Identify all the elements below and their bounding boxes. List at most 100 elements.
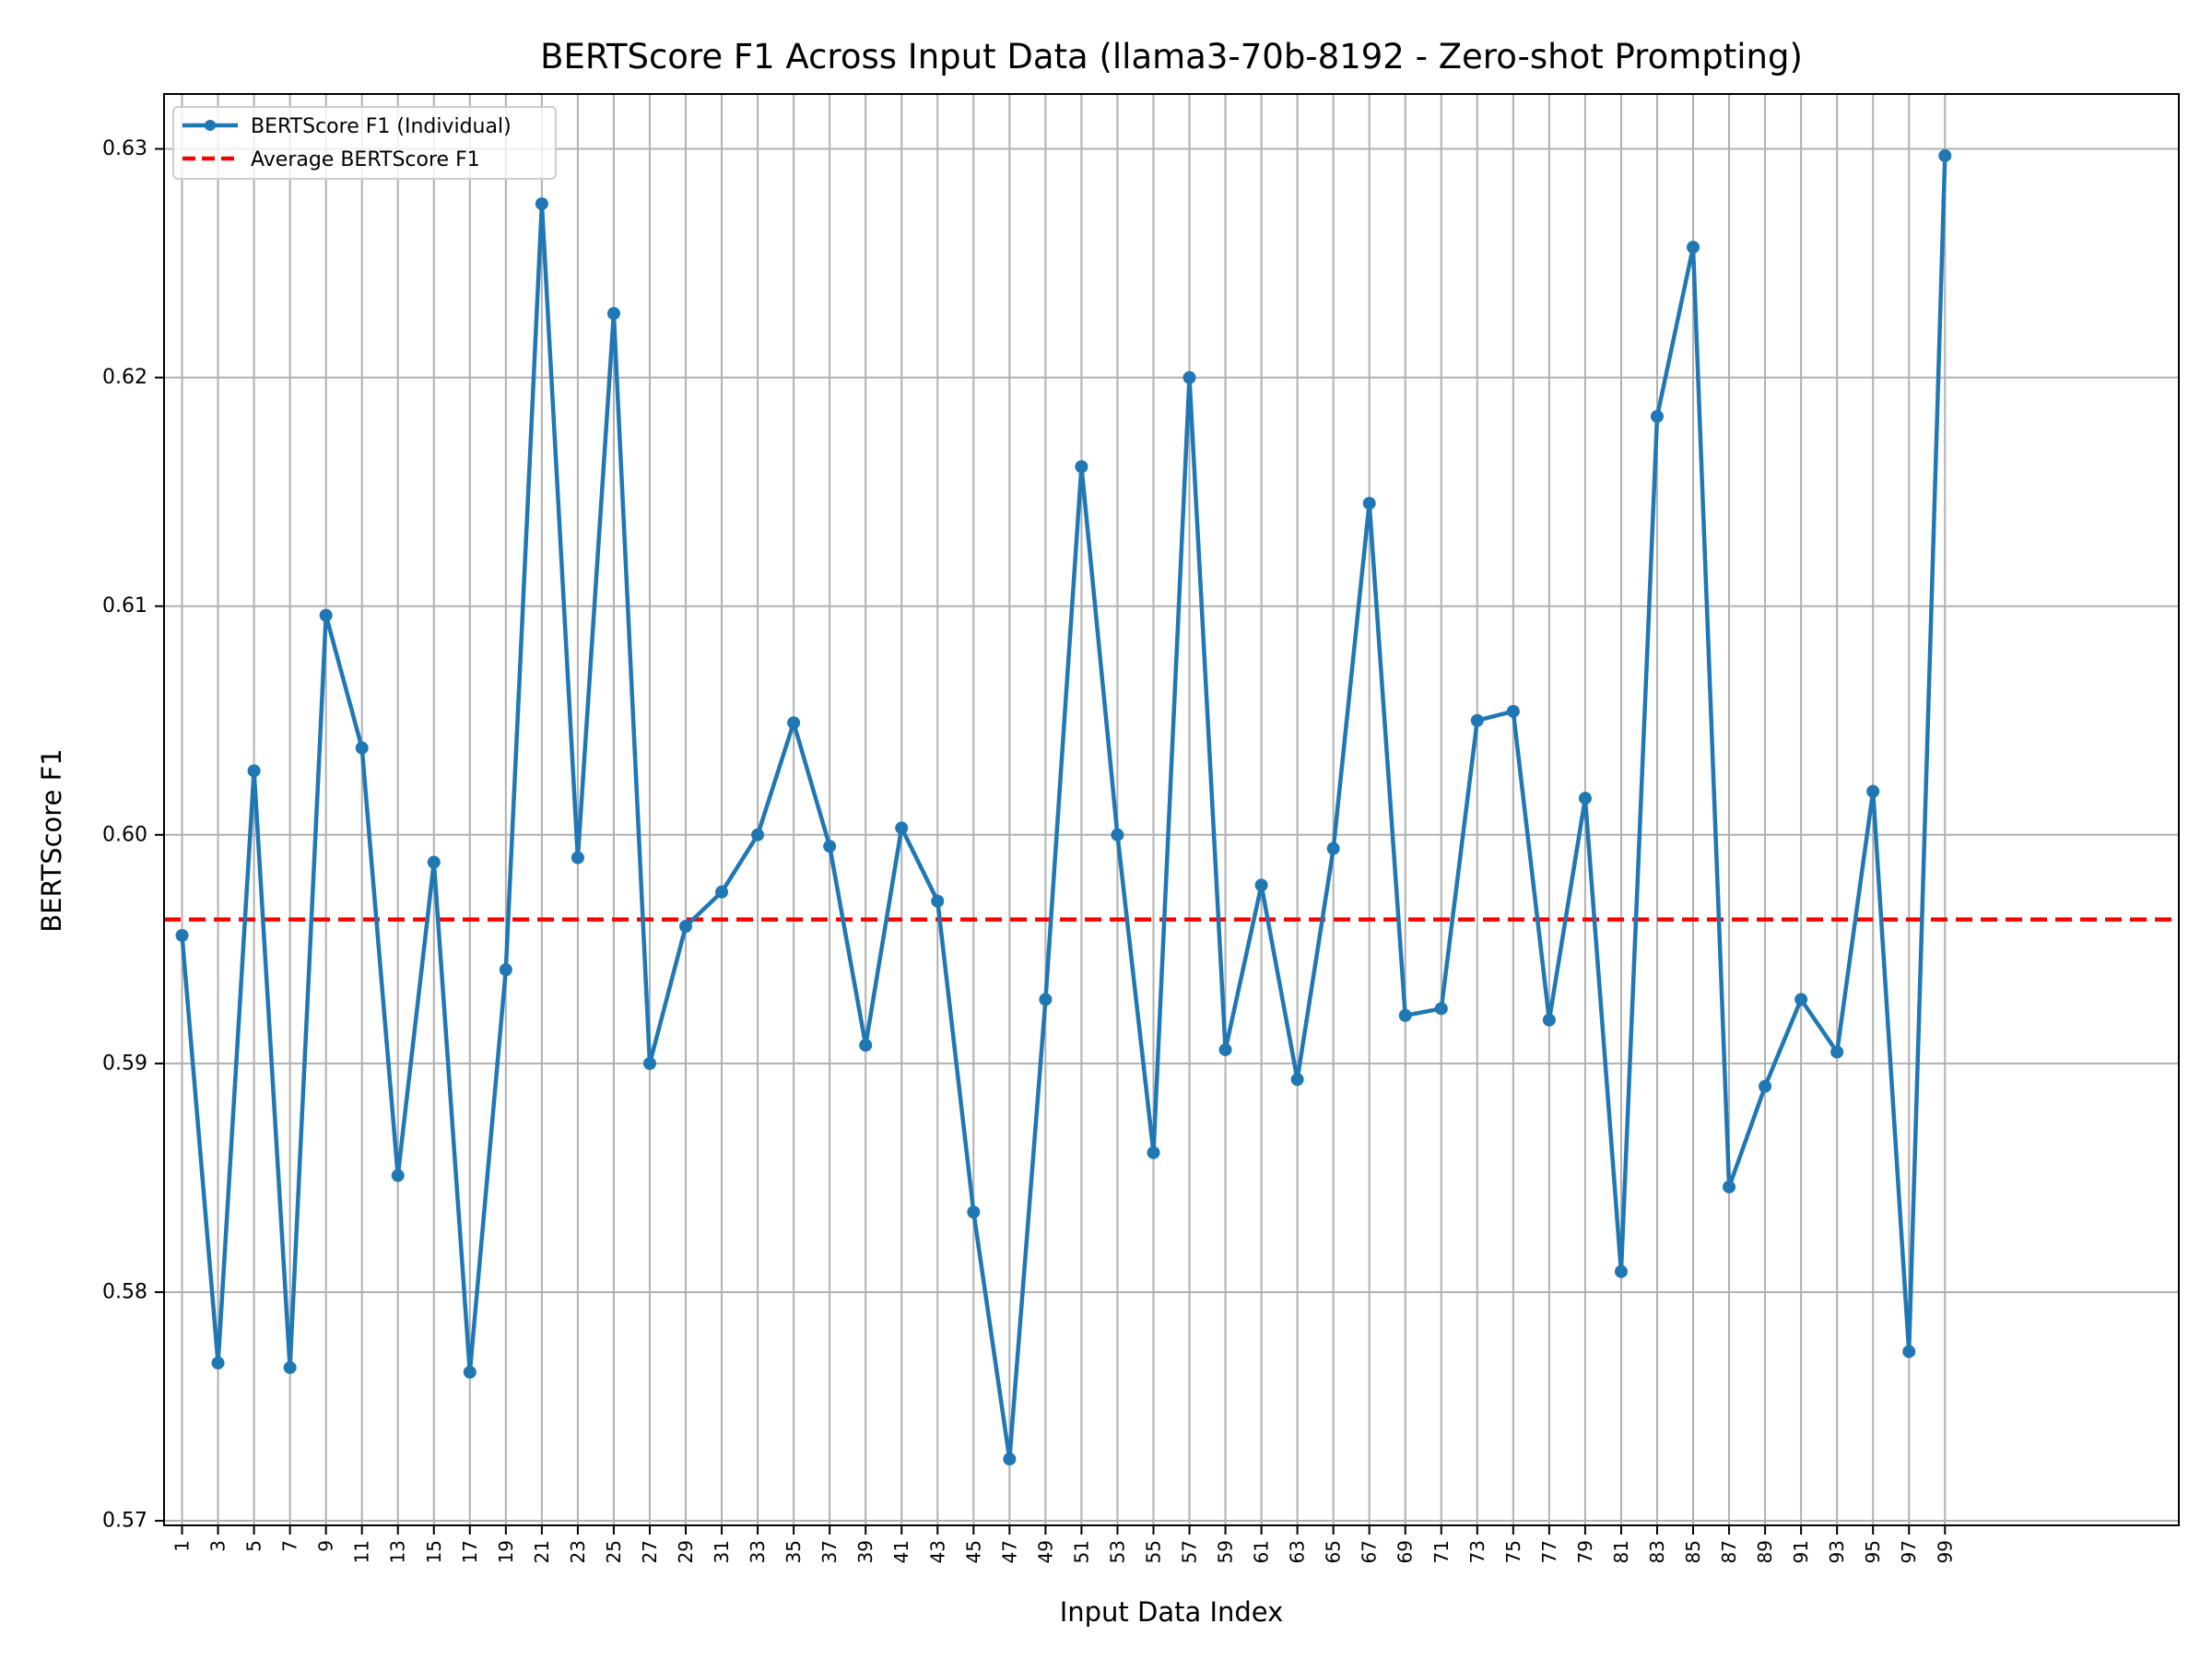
- x-tick-label: 41: [890, 1540, 912, 1563]
- data-point: [1902, 1345, 1916, 1359]
- plot-frame: [163, 93, 2180, 1526]
- data-point: [931, 894, 945, 908]
- x-tick-label: 67: [1359, 1540, 1381, 1563]
- x-tick-label: 53: [1106, 1540, 1128, 1563]
- x-tick-label: 87: [1718, 1540, 1740, 1563]
- data-point: [283, 1360, 297, 1374]
- data-point: [1111, 828, 1124, 841]
- data-point: [1794, 993, 1808, 1006]
- legend-box: [172, 106, 557, 180]
- data-point: [499, 963, 512, 977]
- data-point: [1326, 841, 1340, 855]
- x-tick-label: 3: [207, 1540, 229, 1552]
- data-point: [1290, 1073, 1304, 1087]
- data-point: [1578, 792, 1592, 806]
- data-point: [1218, 1042, 1232, 1056]
- data-point: [1614, 1265, 1628, 1278]
- x-tick-label: 63: [1287, 1540, 1309, 1563]
- data-point: [175, 928, 189, 942]
- y-tick-label: 0.57: [102, 1510, 147, 1533]
- x-tick-label: 95: [1862, 1540, 1884, 1563]
- x-tick-label: 13: [387, 1540, 409, 1563]
- x-tick-label: 29: [675, 1540, 697, 1563]
- data-point: [1830, 1045, 1844, 1059]
- x-tick-label: 55: [1142, 1540, 1164, 1563]
- x-tick-label: 85: [1682, 1540, 1704, 1563]
- x-tick-label: 11: [351, 1540, 373, 1563]
- x-tick-label: 1: [171, 1540, 194, 1552]
- data-point: [319, 608, 333, 622]
- data-point: [1147, 1146, 1160, 1159]
- x-tick-label: 17: [459, 1540, 481, 1563]
- data-point: [1039, 993, 1053, 1006]
- legend-label-average: Average BERTScore F1: [251, 148, 480, 171]
- x-tick-label: 23: [567, 1540, 589, 1563]
- x-tick-label: 73: [1466, 1540, 1488, 1563]
- x-tick-label: 71: [1430, 1540, 1453, 1563]
- x-tick-label: 7: [279, 1540, 301, 1552]
- x-tick-label: 93: [1826, 1540, 1848, 1563]
- x-tick-label: 75: [1502, 1540, 1524, 1563]
- data-point: [859, 1039, 873, 1053]
- x-axis-ticks: 1 3 5 7 9 11 13 15 17 19 21 23 25 27 29 31 33 35 37 39 41 43 4…: [171, 1525, 1956, 1563]
- data-point: [895, 821, 909, 835]
- y-tick-label: 0.59: [102, 1052, 147, 1075]
- y-tick-label: 0.58: [102, 1280, 147, 1303]
- data-point: [1759, 1079, 1772, 1093]
- data-point: [391, 1169, 405, 1182]
- x-tick-label: 9: [315, 1540, 337, 1552]
- y-tick-label: 0.63: [102, 137, 147, 160]
- x-tick-label: 49: [1034, 1540, 1056, 1563]
- data-point: [715, 885, 729, 899]
- y-axis-ticks: 0.57 0.58 0.59 0.60 0.61 0.62 0.63: [102, 137, 164, 1533]
- data-point: [679, 920, 693, 934]
- x-tick-label: 69: [1394, 1540, 1417, 1563]
- data-point: [606, 307, 620, 321]
- data-point: [1003, 1453, 1017, 1466]
- x-axis-label: Input Data Index: [1060, 1596, 1284, 1628]
- data-point: [1938, 148, 1952, 162]
- x-tick-label: 57: [1179, 1540, 1201, 1563]
- data-point: [1687, 241, 1700, 254]
- legend-label-individual: BERTScore F1 (Individual): [251, 115, 512, 138]
- x-tick-label: 39: [854, 1540, 877, 1563]
- grid-lines: [164, 94, 2179, 1525]
- x-tick-label: 97: [1898, 1540, 1920, 1563]
- x-tick-label: 19: [495, 1540, 517, 1563]
- x-tick-label: 83: [1646, 1540, 1668, 1563]
- x-tick-label: 65: [1323, 1540, 1345, 1563]
- x-tick-label: 5: [243, 1540, 265, 1552]
- y-tick-label: 0.60: [102, 823, 147, 846]
- data-point: [1398, 1008, 1412, 1022]
- data-point: [1650, 409, 1664, 423]
- data-point: [1182, 371, 1196, 384]
- x-tick-label: 47: [998, 1540, 1020, 1563]
- x-tick-label: 59: [1215, 1540, 1237, 1563]
- data-point: [1075, 460, 1088, 474]
- y-axis-label: BERTScore F1: [36, 748, 67, 933]
- data-point: [535, 197, 548, 211]
- data-point: [1723, 1180, 1736, 1194]
- legend-marker-individual: [205, 120, 216, 131]
- series-layer: [175, 148, 1952, 1466]
- x-tick-label: 45: [962, 1540, 984, 1563]
- data-point: [247, 764, 261, 778]
- data-point: [1254, 878, 1268, 892]
- y-tick-label: 0.61: [102, 594, 147, 618]
- x-tick-label: 25: [603, 1540, 625, 1563]
- y-tick-label: 0.62: [102, 366, 147, 389]
- data-point: [823, 840, 837, 853]
- legend: BERTScore F1 (Individual) Average BERTSc…: [172, 106, 557, 180]
- data-point: [463, 1365, 477, 1379]
- x-tick-label: 15: [423, 1540, 445, 1563]
- x-tick-label: 37: [818, 1540, 841, 1563]
- x-tick-label: 81: [1610, 1540, 1632, 1563]
- x-tick-label: 21: [531, 1540, 553, 1563]
- x-tick-label: 77: [1538, 1540, 1560, 1563]
- x-tick-label: 43: [926, 1540, 948, 1563]
- data-point: [787, 716, 801, 730]
- data-point: [427, 855, 441, 869]
- x-tick-label: 89: [1754, 1540, 1776, 1563]
